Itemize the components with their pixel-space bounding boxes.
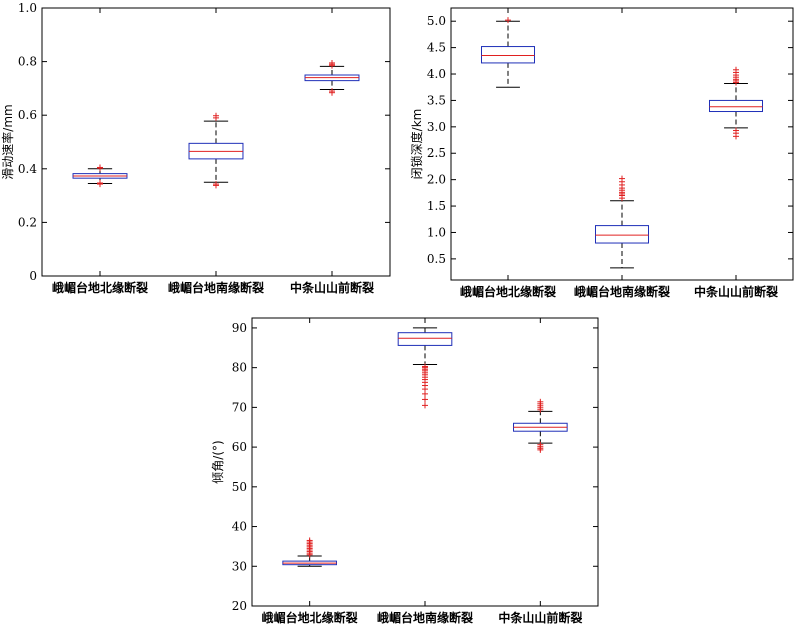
category-label: 峨嵋台地南缘断裂 — [377, 610, 473, 625]
y-tick-label: 3.0 — [427, 120, 446, 134]
y-axis-label: 倾角/(°) — [211, 440, 225, 483]
outlier-marker — [733, 127, 739, 134]
y-axis-label: 滑动速率/mm — [0, 104, 15, 179]
y-axis-label: 闭锁深度/km — [409, 109, 424, 180]
y-tick-label: 3.5 — [427, 93, 446, 107]
box-2 — [188, 112, 244, 189]
box-3 — [304, 59, 360, 96]
box-3 — [513, 398, 568, 453]
category-label: 峨嵋台地北缘断裂 — [460, 284, 556, 299]
y-tick-label: 1.0 — [18, 1, 37, 15]
y-tick-label: 0.4 — [18, 162, 37, 176]
chart-panel-3: 20 30 40 50 60 70 80 90 倾角/(°) 峨嵋台地北缘断裂 峨嵋台地南缘断裂 中条… — [211, 317, 599, 625]
y-tick-label: 1.5 — [427, 199, 446, 213]
y-tick-label: 60 — [232, 440, 247, 454]
y-tick-label: 0.6 — [18, 108, 37, 122]
outlier-marker — [619, 175, 625, 182]
outlier-marker — [329, 88, 335, 95]
box-iqr — [480, 46, 536, 64]
category-label: 峨嵋台地北缘断裂 — [52, 280, 148, 295]
outlier-marker — [537, 441, 544, 448]
box-iqr — [594, 225, 650, 244]
y-tick-label: 20 — [232, 599, 247, 613]
y-tick-label: 0 — [29, 269, 37, 283]
box-3 — [708, 66, 764, 140]
y-tick-label: 80 — [232, 361, 247, 375]
box-iqr — [397, 332, 453, 346]
y-tick-label: 5.0 — [427, 14, 446, 28]
outlier-marker — [213, 112, 219, 119]
outlier-marker — [306, 537, 313, 544]
box-iqr — [708, 99, 764, 113]
outlier-marker — [422, 363, 428, 370]
y-tick-label: 4.0 — [427, 67, 446, 81]
category-label: 峨嵋台地北缘断裂 — [262, 610, 358, 625]
outlier-marker — [97, 180, 103, 187]
outlier-marker — [505, 17, 511, 24]
y-tick-label: 1.0 — [427, 225, 446, 239]
y-tick-label: 70 — [232, 400, 247, 414]
box-1 — [282, 537, 337, 567]
y-tick-label: 0.8 — [18, 55, 37, 69]
outlier-marker — [422, 402, 428, 409]
box-2 — [594, 175, 650, 269]
y-tick-label: 50 — [232, 480, 247, 494]
y-tick-label: 4.5 — [427, 41, 446, 55]
chart-panel-1: 0 0.2 0.4 0.6 0.8 1.0 滑动速率/mm 峨嵋台地北缘断裂 峨嵋台地南缘断裂 中… — [0, 1, 391, 295]
outlier-marker — [537, 398, 544, 405]
category-label: 中条山山前断裂 — [498, 610, 582, 625]
outlier-marker — [329, 59, 335, 66]
outlier-marker — [213, 181, 219, 188]
y-tick-label: 40 — [232, 520, 247, 534]
category-label: 中条山山前断裂 — [290, 280, 374, 295]
y-tick-label: 0.5 — [427, 252, 446, 266]
category-label: 中条山山前断裂 — [694, 284, 778, 299]
y-tick-label: 30 — [232, 559, 247, 573]
y-tick-label: 0.2 — [18, 215, 37, 229]
y-tick-label: 90 — [232, 321, 247, 335]
y-tick-label: 2.0 — [427, 173, 446, 187]
box-2 — [397, 327, 453, 409]
outlier-marker — [422, 396, 428, 403]
category-label: 峨嵋台地南缘断裂 — [574, 284, 670, 299]
chart-panel-2: 0.5 1.0 1.5 2.0 2.5 3.0 3.5 4.0 4.5 5.0 闭锁深度/km 峨嵋台… — [409, 7, 794, 299]
category-label: 峨嵋台地南缘断裂 — [168, 280, 264, 295]
box-1 — [480, 17, 536, 88]
outlier-marker — [733, 66, 739, 73]
y-tick-label: 2.5 — [427, 146, 446, 160]
box-1 — [72, 164, 128, 188]
outlier-marker — [97, 164, 103, 171]
